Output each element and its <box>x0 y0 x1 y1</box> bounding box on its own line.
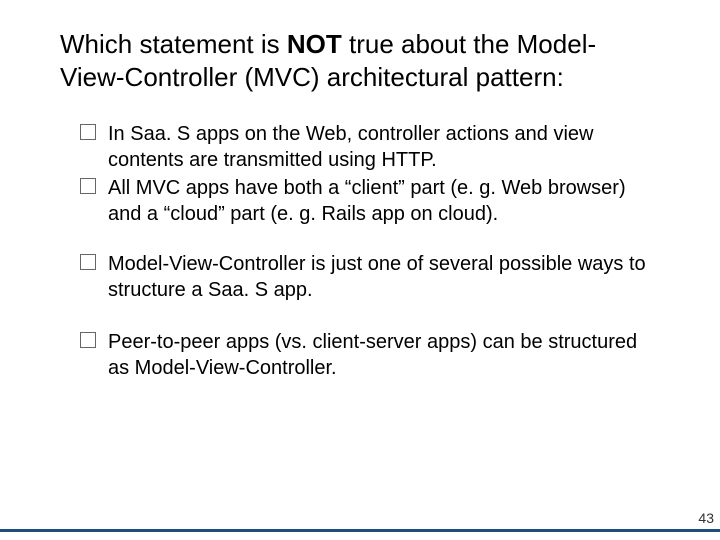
option-text: In Saa. S apps on the Web, controller ac… <box>108 121 670 173</box>
slide: Which statement is NOT true about the Mo… <box>0 0 720 540</box>
option-text: All MVC apps have both a “client” part (… <box>108 175 670 227</box>
checkbox-icon[interactable] <box>80 332 96 348</box>
question-text: Which statement is NOT true about the Mo… <box>60 28 670 93</box>
checkbox-icon[interactable] <box>80 124 96 140</box>
option-row: In Saa. S apps on the Web, controller ac… <box>60 121 670 173</box>
checkbox-icon[interactable] <box>80 178 96 194</box>
option-text: Peer-to-peer apps (vs. client-server app… <box>108 329 670 381</box>
checkbox-icon[interactable] <box>80 254 96 270</box>
option-row: Peer-to-peer apps (vs. client-server app… <box>60 329 670 381</box>
footer-accent-line <box>0 529 720 532</box>
option-group-1: In Saa. S apps on the Web, controller ac… <box>60 121 670 227</box>
options-list: In Saa. S apps on the Web, controller ac… <box>60 121 670 405</box>
page-number: 43 <box>698 510 714 526</box>
question-emphasis: NOT <box>287 29 342 59</box>
question-pre: Which statement is <box>60 29 287 59</box>
option-row: All MVC apps have both a “client” part (… <box>60 175 670 227</box>
option-text: Model-View-Controller is just one of sev… <box>108 251 670 303</box>
option-row: Model-View-Controller is just one of sev… <box>60 251 670 303</box>
